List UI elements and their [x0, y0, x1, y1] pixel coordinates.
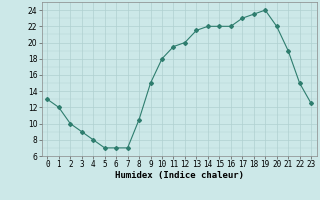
- X-axis label: Humidex (Indice chaleur): Humidex (Indice chaleur): [115, 171, 244, 180]
